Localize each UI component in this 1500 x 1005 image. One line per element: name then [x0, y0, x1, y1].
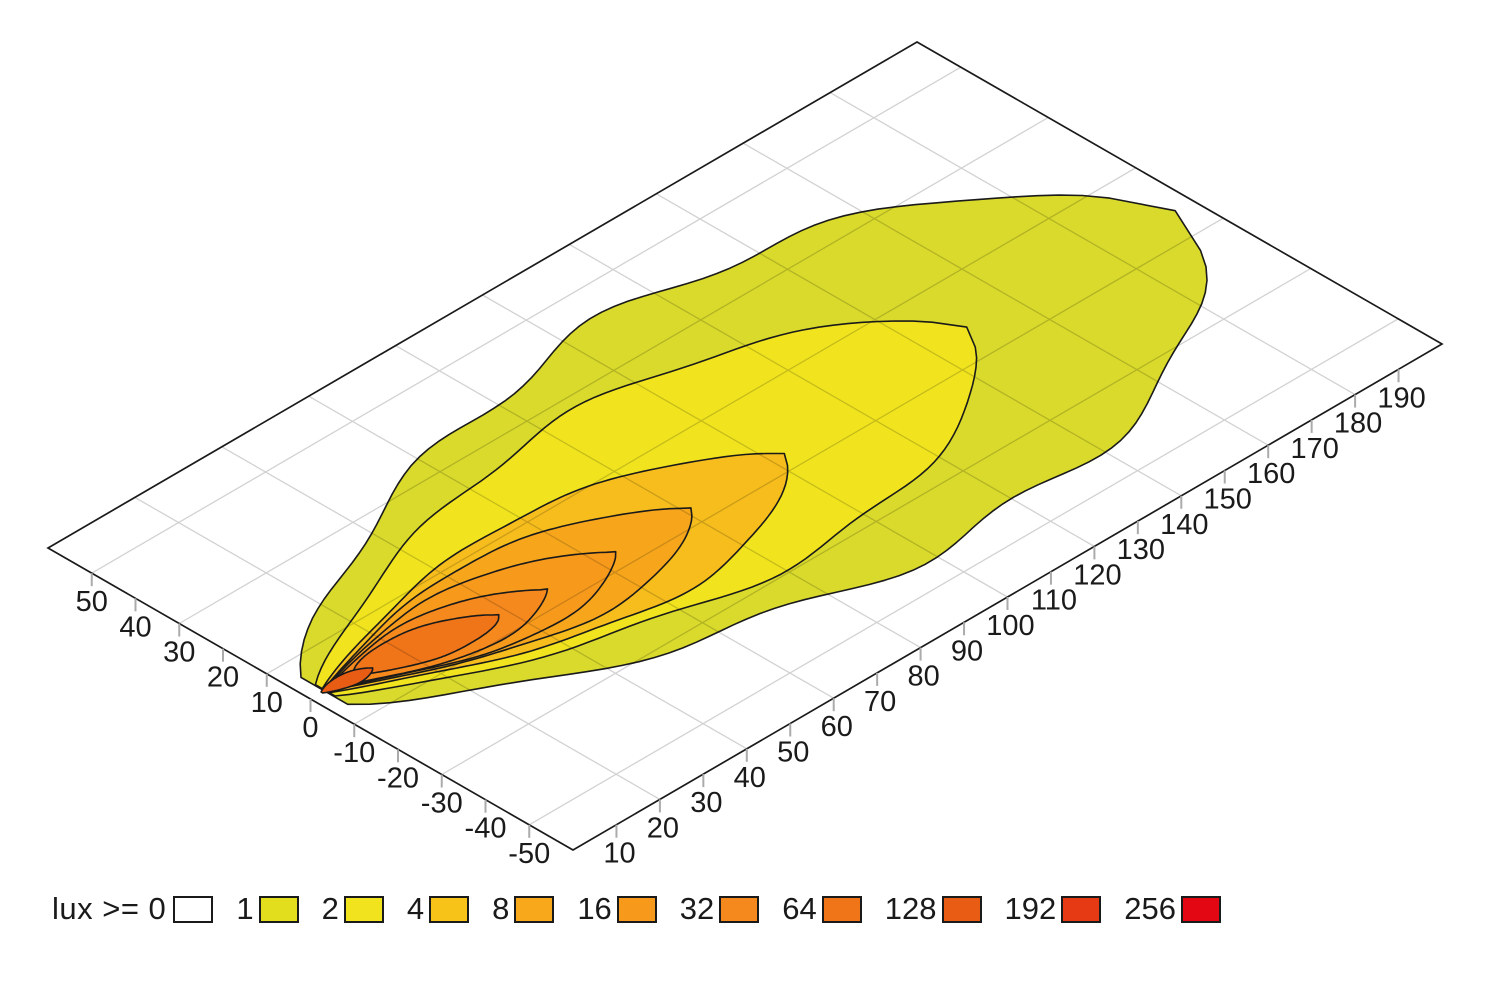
x-tick-label-120: 120 — [1073, 559, 1121, 591]
legend-swatch-16 — [616, 895, 657, 923]
legend-swatch-64 — [821, 895, 862, 923]
legend-value-8: 8 — [492, 891, 510, 926]
y-tick-label-10: 10 — [251, 687, 283, 719]
grid-line-y-50 — [91, 66, 962, 574]
grid-line-y--50 — [528, 318, 1399, 826]
x-tick-label-170: 170 — [1290, 433, 1338, 465]
legend-value-32: 32 — [679, 891, 715, 926]
x-tick-label-100: 100 — [986, 610, 1034, 642]
legend-value-4: 4 — [406, 891, 425, 926]
grid-line-y-30 — [178, 116, 1049, 625]
grid-line-y--10 — [353, 217, 1224, 725]
grid-line-x-120 — [569, 243, 1095, 547]
contour-band-64 — [352, 613, 500, 675]
x-tick-label-110: 110 — [1031, 585, 1077, 617]
legend-value-16: 16 — [577, 891, 612, 926]
x-tick-label-180: 180 — [1334, 408, 1382, 440]
grid-line-x-40 — [221, 446, 748, 750]
x-tick-label-90: 90 — [951, 635, 983, 667]
x-tick-label-190: 190 — [1377, 382, 1425, 414]
legend-swatch-8 — [514, 895, 555, 923]
legend-value-2: 2 — [321, 891, 339, 926]
grid-line-x-180 — [829, 92, 1356, 396]
legend-value-64: 64 — [782, 891, 817, 926]
grid-line-x-140 — [655, 193, 1182, 497]
x-tick-label-150: 150 — [1204, 484, 1252, 516]
legend-value-128: 128 — [884, 891, 937, 926]
legend-swatch-192 — [1061, 895, 1102, 923]
x-tick-label-50: 50 — [777, 737, 809, 769]
legend-swatch-1 — [258, 895, 299, 923]
y-tick-label-20: 20 — [207, 662, 239, 694]
x-tick-label-160: 160 — [1247, 458, 1295, 490]
y-tick-label--40: -40 — [465, 813, 507, 845]
y-tick-label-40: 40 — [119, 611, 151, 643]
y-tick-label--10: -10 — [333, 737, 375, 769]
y-tick-label-50: 50 — [76, 586, 108, 618]
x-tick-label-10: 10 — [603, 838, 635, 870]
legend-swatch-0 — [173, 895, 214, 923]
contour-group — [299, 194, 1208, 706]
x-tick-label-40: 40 — [734, 762, 766, 794]
legend: lux >= 0 1 2 4 8 16 32 64 128 192 256 — [52, 889, 1221, 929]
grid-line-x-160 — [742, 142, 1269, 446]
legend-value-256: 256 — [1124, 891, 1176, 926]
legend-swatch-4 — [429, 895, 470, 923]
y-tick-label--20: -20 — [377, 762, 419, 794]
legend-prefix-label: lux >= 0 — [52, 891, 167, 926]
grid-lines — [91, 66, 1399, 826]
contour-band-128 — [320, 667, 374, 694]
x-tick-label-70: 70 — [864, 686, 896, 718]
grid-line-x-60 — [308, 395, 835, 699]
x-tick-label-130: 130 — [1117, 534, 1165, 566]
y-tick-label--50: -50 — [508, 838, 550, 870]
legend-swatch-128 — [941, 895, 982, 923]
y-tick-label--30: -30 — [421, 788, 463, 820]
grid-line-y-10 — [266, 167, 1137, 675]
grid-line-x-100 — [482, 294, 1008, 598]
grid-line-x-20 — [134, 496, 661, 800]
x-tick-label-30: 30 — [690, 787, 722, 819]
x-tick-label-20: 20 — [647, 812, 679, 844]
grid-line-y--30 — [441, 267, 1312, 776]
legend-value-1: 1 — [236, 891, 254, 926]
y-tick-label-0: 0 — [302, 712, 318, 744]
legend-value-192: 192 — [1004, 891, 1057, 926]
x-tick-label-80: 80 — [907, 661, 939, 693]
legend-swatch-2 — [343, 895, 384, 923]
y-tick-label-30: 30 — [163, 637, 195, 669]
grid-line-x-80 — [395, 345, 921, 649]
axis-ticks: 1020304050607080901001101201301401501601… — [76, 369, 1426, 870]
legend-swatch-32 — [719, 895, 760, 923]
x-tick-label-140: 140 — [1160, 509, 1208, 541]
x-tick-label-60: 60 — [821, 711, 853, 743]
legend-swatch-256 — [1180, 895, 1221, 923]
